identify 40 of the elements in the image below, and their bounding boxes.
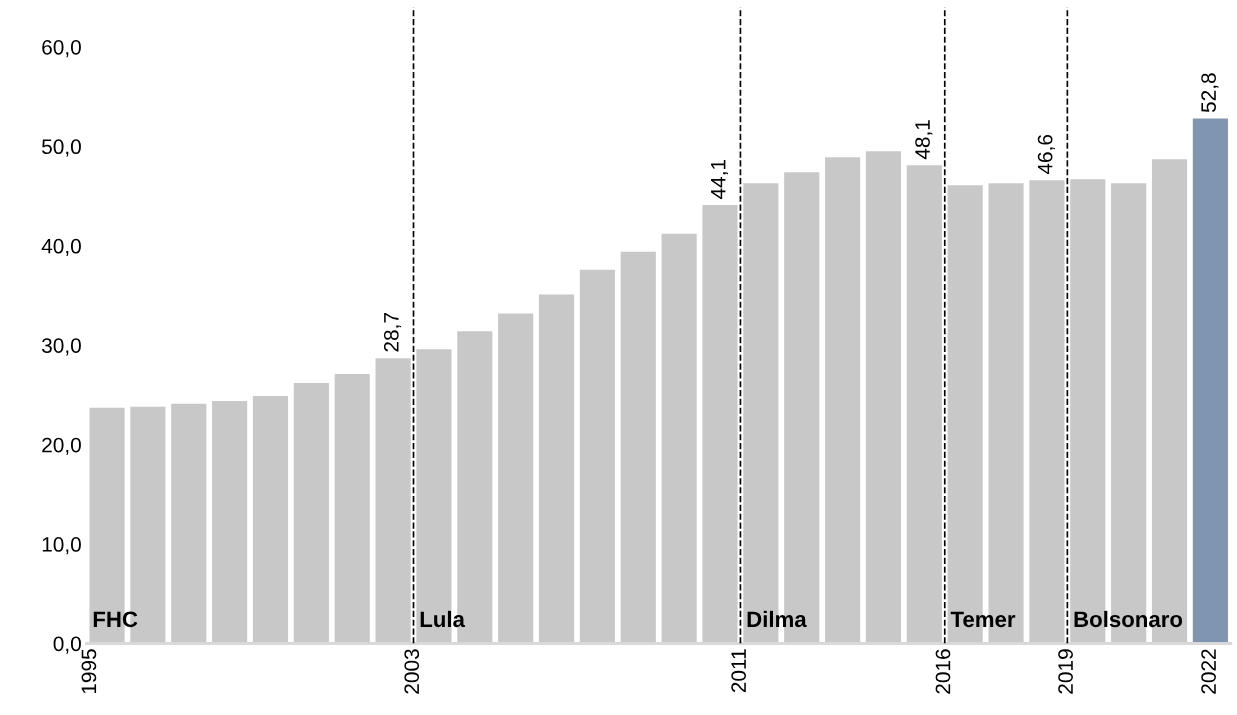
y-tick-label: 0,0: [53, 636, 81, 654]
bar: [334, 374, 370, 644]
data-label: 46,6: [1037, 134, 1055, 175]
x-tick-label: 2019: [1058, 649, 1073, 694]
x-tick-label: 2011: [731, 649, 747, 693]
bar: [579, 269, 615, 644]
y-tick-label: 40,0: [41, 238, 81, 256]
x-tick-label: 2003: [404, 649, 420, 694]
bar: [620, 251, 656, 644]
y-tick-label: 60,0: [42, 39, 81, 58]
x-tick-label: 2022: [1201, 649, 1216, 694]
bar: [702, 205, 738, 644]
y-tick-label: 20,0: [42, 437, 81, 455]
annotation: FHC: [93, 611, 138, 628]
bar: [171, 403, 207, 644]
bar: [1029, 180, 1065, 644]
annotation: Dilma: [747, 610, 807, 628]
data-label: 48,1: [915, 120, 933, 160]
y-tick-label: 10,0: [42, 537, 81, 555]
annotation: Temer: [950, 611, 1016, 628]
y-tick-label: 30,0: [41, 338, 81, 356]
data-label: 44,1: [711, 159, 729, 199]
bar: [498, 313, 534, 644]
bar: [825, 157, 861, 644]
x-tick-label: 2016: [935, 649, 951, 694]
bar: [1192, 118, 1228, 644]
bar: [252, 395, 289, 644]
bar: [661, 233, 697, 644]
bar: [538, 294, 575, 644]
bar: [906, 165, 942, 644]
x-tick-label: 1995: [81, 649, 97, 694]
bar: [375, 358, 411, 644]
annotation: Lula: [420, 610, 466, 628]
bar: [293, 382, 329, 644]
bar: [212, 400, 248, 644]
data-label: 28,7: [383, 313, 402, 352]
y-tick-label: 50,0: [42, 139, 81, 157]
annotation: Bolsonaro: [1074, 610, 1183, 628]
bar: [865, 151, 902, 644]
data-label: 52,8: [1201, 73, 1219, 113]
